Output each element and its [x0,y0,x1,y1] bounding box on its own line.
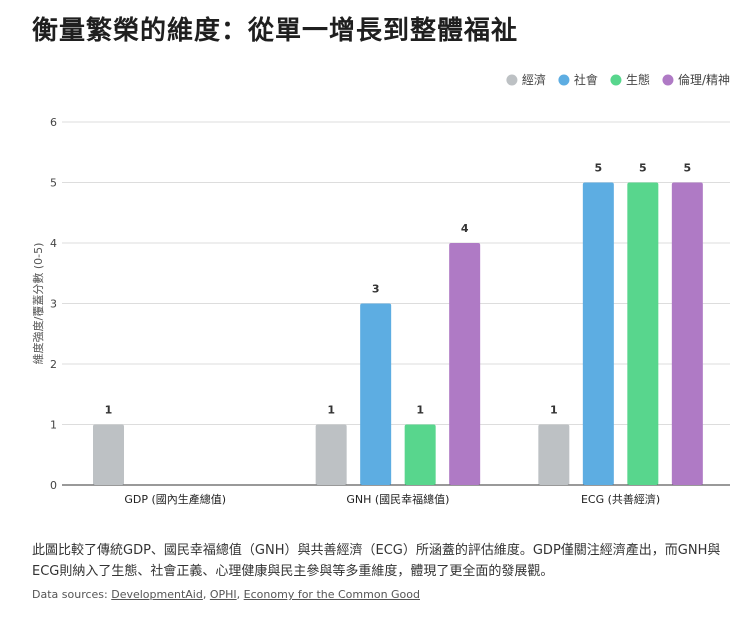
y-tick-label: 6 [50,116,57,129]
x-tick-label: ECG (共善經濟) [581,492,660,506]
bar [93,424,124,485]
grouped-bar-chart: 0 1 2 3 4 5 6 維度強度/覆蓋分數 (0-5) 1 GDP (國內生產總值) 1 3 1 4 G… [31,72,730,506]
source-separator: , [236,588,244,601]
x-tick-label: GDP (國內生產總值) [124,492,226,506]
page-title: 衡量繁榮的維度：從單一增長到整體福祉 [32,16,519,46]
legend-label: 社會 [574,72,598,87]
source-link-developmentaid[interactable]: DevelopmentAid [111,588,203,601]
bar-value-label: 4 [461,222,469,235]
legend-swatch [506,74,518,86]
bar-value-label: 3 [372,283,380,296]
bar-value-label: 1 [327,404,335,417]
source-separator: , [202,588,210,601]
chart-caption: 此圖比較了傳統GDP、國民幸福總值（GNH）與共善經濟（ECG）所涵蓋的評估維度… [32,543,721,579]
bar [627,182,659,485]
legend-label: 生態 [626,72,650,87]
legend-swatch [610,74,622,86]
y-axis-label: 維度強度/覆蓋分數 (0-5) [31,243,45,365]
source-link-ecg[interactable]: Economy for the Common Good [243,588,420,601]
y-tick-label: 2 [50,358,57,371]
legend-label: 經濟 [522,72,546,87]
bar-value-label: 1 [105,404,113,417]
y-tick-label: 0 [50,479,57,492]
source-link-ophi[interactable]: OPHI [209,588,237,601]
data-sources-prefix: Data sources: [32,588,112,601]
bar [404,424,436,485]
bar-value-label: 5 [595,162,603,175]
legend-label: 倫理/精神 [678,73,730,87]
y-tick-label: 1 [50,419,57,432]
bar [449,243,481,485]
bar-value-label: 1 [550,404,558,417]
legend-swatch [558,74,570,86]
y-tick-label: 3 [50,298,57,311]
bar-value-label: 5 [639,162,647,175]
legend-swatch [662,74,674,86]
bar-value-label: 5 [684,162,692,175]
bar [360,303,392,485]
y-tick-label: 5 [50,177,57,190]
data-sources: Data sources: DevelopmentAid, OPHI, Econ… [32,588,722,601]
bar [582,182,614,485]
bar [315,424,347,485]
bar [538,424,570,485]
bar [671,182,703,485]
x-tick-label: GNH (國民幸福總值) [346,492,449,506]
y-tick-label: 4 [50,237,57,250]
bar-value-label: 1 [416,404,424,417]
